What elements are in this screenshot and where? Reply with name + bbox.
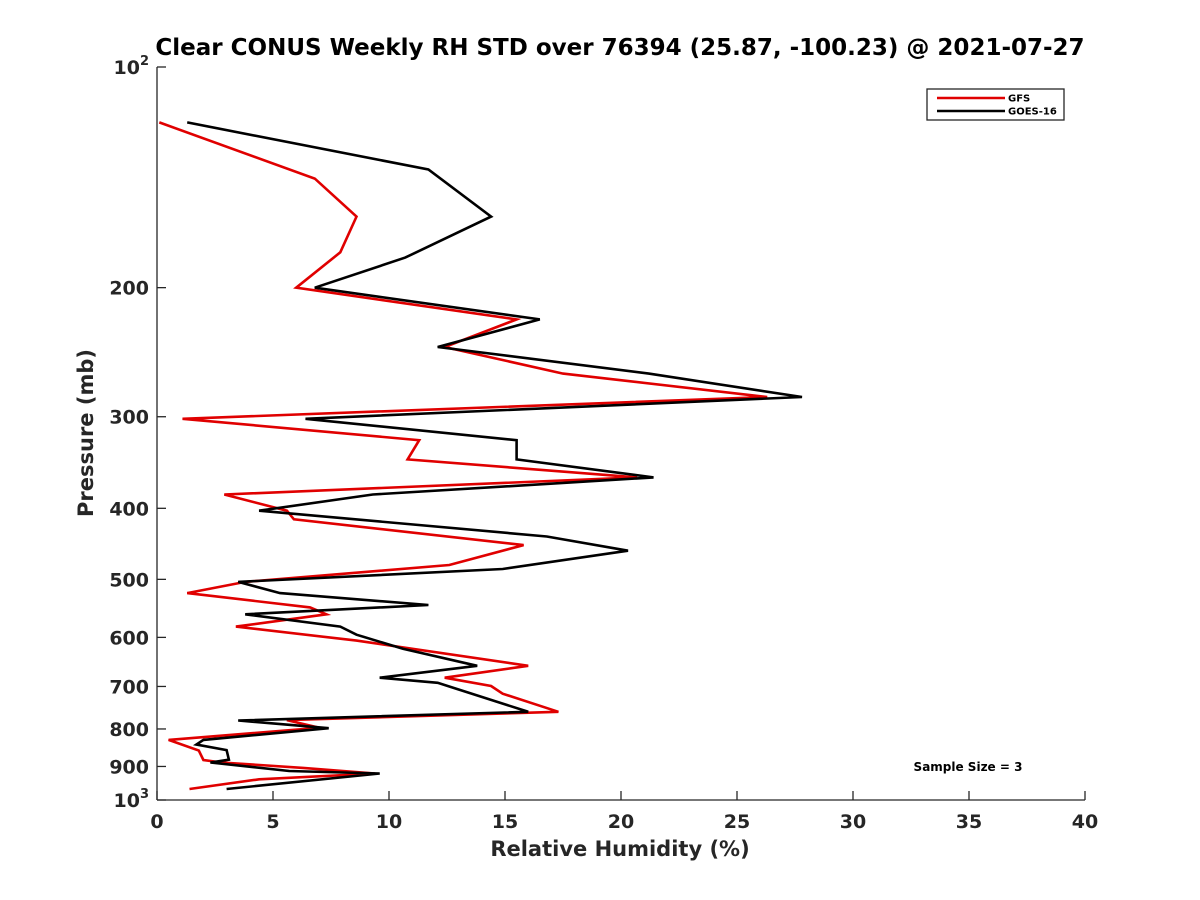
chart-title: Clear CONUS Weekly RH STD over 76394 (25… xyxy=(155,35,1084,61)
y-tick-label: 400 xyxy=(109,498,149,520)
series-line-goes-16 xyxy=(186,121,803,791)
x-tick-label: 5 xyxy=(266,811,279,833)
legend-label: GOES-16 xyxy=(1008,107,1057,118)
legend-label: GFS xyxy=(1008,94,1030,105)
sample-size-annotation: Sample Size = 3 xyxy=(914,760,1023,774)
x-tick-label: 30 xyxy=(840,811,866,833)
y-tick-label: 900 xyxy=(109,756,149,778)
plot-area: 0 5 10 15 20 25 30 35 40 102 200 300 400 500 600 700 800… xyxy=(109,54,1098,833)
y-tick-label: 800 xyxy=(109,719,149,741)
x-tick-label: 15 xyxy=(492,811,518,833)
series-line-gfs xyxy=(158,121,768,791)
x-tick-label: 35 xyxy=(956,811,982,833)
legend: GFS GOES-16 xyxy=(926,88,1065,121)
x-tick-label: 40 xyxy=(1072,811,1098,833)
y-tick-label: 200 xyxy=(109,278,149,300)
y-tick-label: 500 xyxy=(109,569,149,591)
x-tick-label: 0 xyxy=(150,811,163,833)
y-tick-label: 700 xyxy=(109,676,149,698)
y-axis-label: Pressure (mb) xyxy=(74,349,98,517)
y-tick-label: 600 xyxy=(109,627,149,649)
y-tick-label: 102 xyxy=(114,54,150,79)
x-tick-label: 20 xyxy=(608,811,634,833)
legend-box xyxy=(926,88,1065,121)
x-axis-label: Relative Humidity (%) xyxy=(490,837,749,861)
x-tick-label: 10 xyxy=(376,811,402,833)
y-tick-label: 300 xyxy=(109,407,149,429)
x-tick-label: 25 xyxy=(724,811,750,833)
y-tick-label: 103 xyxy=(114,787,150,812)
